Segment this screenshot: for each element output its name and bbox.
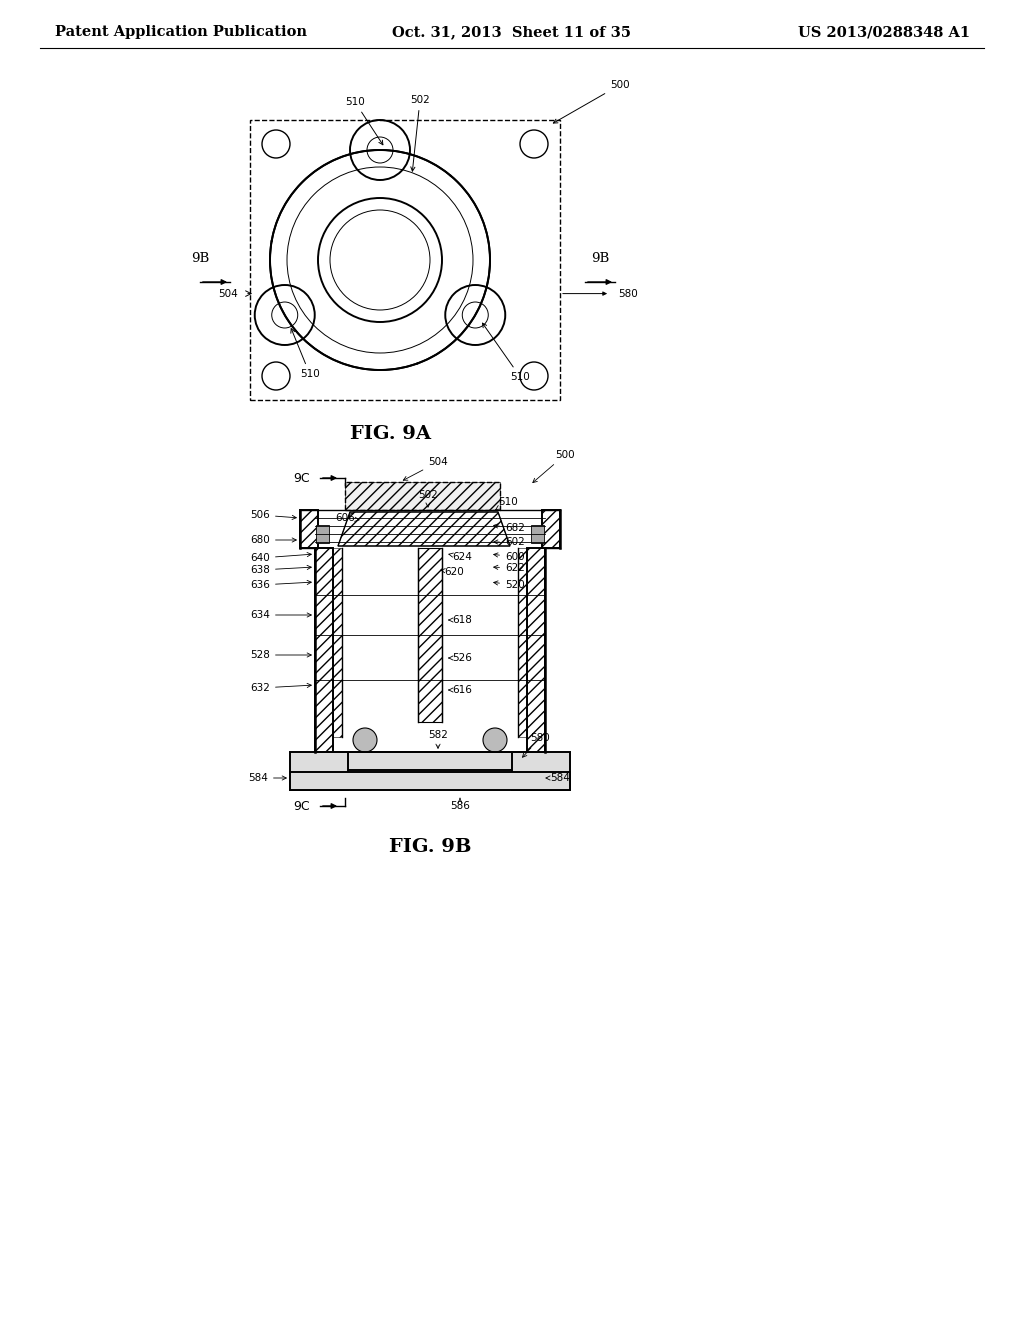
Text: 632: 632 <box>250 682 311 693</box>
Text: 618: 618 <box>449 615 472 624</box>
Text: 510: 510 <box>496 498 518 510</box>
Bar <box>290 772 570 789</box>
Bar <box>333 548 342 737</box>
Text: Patent Application Publication: Patent Application Publication <box>55 25 307 40</box>
Bar <box>315 548 333 752</box>
Text: 500: 500 <box>553 81 630 123</box>
Text: 620: 620 <box>441 568 464 577</box>
Text: 528: 528 <box>250 649 311 660</box>
Text: 584: 584 <box>546 774 570 783</box>
Text: 9C: 9C <box>293 471 310 484</box>
Bar <box>527 548 545 752</box>
Text: 510: 510 <box>482 323 530 381</box>
Text: 504: 504 <box>218 289 238 298</box>
Text: 9C: 9C <box>293 800 310 813</box>
Text: 600: 600 <box>494 552 524 562</box>
Text: 682: 682 <box>494 523 525 533</box>
Bar <box>512 752 570 789</box>
Bar <box>300 510 318 548</box>
Text: 606: 606 <box>335 513 359 523</box>
Text: 634: 634 <box>250 610 311 620</box>
Text: 586: 586 <box>451 799 470 810</box>
Bar <box>531 525 544 543</box>
Bar <box>345 482 500 510</box>
Text: 526: 526 <box>449 653 472 663</box>
Circle shape <box>353 729 377 752</box>
Text: 624: 624 <box>449 552 472 562</box>
Text: FIG. 9B: FIG. 9B <box>389 838 471 855</box>
Bar <box>418 548 442 722</box>
Text: 500: 500 <box>532 450 574 483</box>
Text: 622: 622 <box>494 564 525 573</box>
Bar <box>315 525 329 543</box>
Text: 502: 502 <box>418 490 438 507</box>
Bar <box>542 510 560 548</box>
Text: 680: 680 <box>250 535 296 545</box>
Text: Oct. 31, 2013  Sheet 11 of 35: Oct. 31, 2013 Sheet 11 of 35 <box>392 25 632 40</box>
Text: US 2013/0288348 A1: US 2013/0288348 A1 <box>798 25 970 40</box>
Text: 506: 506 <box>250 510 296 520</box>
Text: 580: 580 <box>618 289 638 298</box>
Text: 504: 504 <box>403 457 447 480</box>
Text: 582: 582 <box>428 730 447 748</box>
Text: 640: 640 <box>250 553 311 564</box>
Bar <box>315 752 545 770</box>
Circle shape <box>483 729 507 752</box>
Bar <box>518 548 527 737</box>
Text: 602: 602 <box>494 537 524 546</box>
Text: 616: 616 <box>449 685 472 696</box>
Bar <box>250 120 560 400</box>
Text: 510: 510 <box>291 329 319 379</box>
Text: 9B: 9B <box>190 252 209 264</box>
Text: 502: 502 <box>411 95 430 172</box>
Text: 636: 636 <box>250 579 311 590</box>
Text: 638: 638 <box>250 565 311 576</box>
Text: FIG. 9A: FIG. 9A <box>349 425 430 444</box>
Text: 510: 510 <box>345 96 383 145</box>
Bar <box>345 482 500 510</box>
Text: 580: 580 <box>522 733 550 758</box>
Text: 584: 584 <box>248 774 287 783</box>
Text: 520: 520 <box>494 579 524 590</box>
Text: 9B: 9B <box>591 252 609 264</box>
Bar <box>290 752 348 789</box>
